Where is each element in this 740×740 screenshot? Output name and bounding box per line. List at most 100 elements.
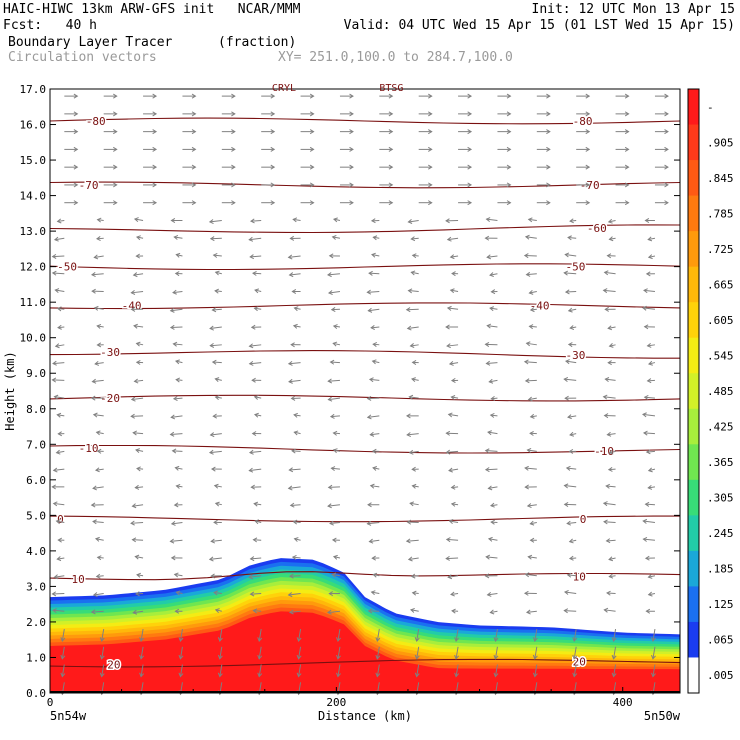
vector-arrow-head bbox=[450, 591, 455, 597]
vector-arrow bbox=[95, 362, 104, 365]
vector-arrow-head bbox=[175, 359, 180, 365]
vector-arrow-head bbox=[52, 608, 57, 614]
vector-arrow-head bbox=[664, 146, 669, 152]
vector-arrow-head bbox=[332, 324, 338, 330]
vector-arrow bbox=[215, 609, 222, 612]
vector-arrow-head bbox=[447, 412, 453, 418]
vector-arrow-head bbox=[172, 341, 178, 347]
vector-arrow-head bbox=[484, 235, 490, 241]
vector-arrow bbox=[488, 538, 498, 541]
vector-arrow-head bbox=[406, 413, 411, 419]
vector-arrow-head bbox=[173, 502, 179, 508]
vector-arrow-head bbox=[257, 637, 263, 643]
vector-arrow bbox=[136, 342, 144, 346]
vector-arrow-head bbox=[73, 111, 79, 117]
vector-arrow-head bbox=[55, 449, 61, 455]
vector-arrow-head bbox=[644, 501, 650, 507]
vector-arrow-head bbox=[231, 164, 236, 170]
vector-arrow-head bbox=[270, 146, 276, 152]
vector-arrow-head bbox=[651, 637, 656, 643]
vector-arrow-head bbox=[248, 343, 254, 349]
vector-arrow bbox=[486, 362, 498, 365]
vector-arrow bbox=[292, 556, 301, 559]
vector-arrow bbox=[524, 361, 537, 364]
vector-arrow-head bbox=[546, 93, 551, 99]
y-tick-label: 2.0 bbox=[26, 616, 46, 629]
vector-arrow-head bbox=[130, 289, 136, 295]
vector-arrow bbox=[606, 485, 616, 488]
vector-arrow bbox=[564, 378, 577, 381]
vector-arrow bbox=[170, 433, 183, 436]
vector-arrow bbox=[294, 307, 301, 310]
vector-arrow-head bbox=[213, 590, 218, 596]
vector-arrow-head bbox=[651, 654, 656, 660]
vector-arrow-head bbox=[51, 484, 57, 490]
forecast-hour: Fcst: 40 h bbox=[3, 18, 97, 33]
vector-arrow bbox=[568, 236, 577, 239]
vector-arrow bbox=[565, 360, 577, 364]
vector-arrow-head bbox=[528, 289, 534, 295]
vector-arrow-head bbox=[411, 483, 417, 489]
vector-arrow-head bbox=[568, 448, 574, 454]
vector-arrow bbox=[446, 538, 459, 541]
vector-arrow-head bbox=[191, 111, 197, 117]
isotherm-label: -80 bbox=[86, 115, 106, 128]
vector-arrow-head bbox=[585, 164, 591, 170]
vector-arrow bbox=[254, 414, 262, 417]
vector-arrow-head bbox=[411, 466, 416, 472]
vector-arrow bbox=[450, 255, 459, 258]
vector-arrow bbox=[179, 646, 183, 659]
vector-arrow-head bbox=[293, 412, 298, 418]
vector-arrow-head bbox=[643, 324, 649, 330]
vector-arrow bbox=[367, 521, 380, 525]
vector-arrow-head bbox=[467, 146, 473, 152]
vector-arrow-head bbox=[428, 129, 433, 135]
vector-arrow-head bbox=[51, 377, 57, 383]
y-tick-label: 3.0 bbox=[26, 580, 46, 593]
isotherm-label: -80 bbox=[573, 115, 593, 128]
vector-arrow-head bbox=[450, 377, 456, 383]
vector-arrow-head bbox=[651, 672, 656, 678]
vector-arrow bbox=[134, 379, 144, 382]
vector-arrow-head bbox=[95, 430, 101, 436]
vector-arrow bbox=[451, 503, 459, 506]
vector-arrow-head bbox=[564, 252, 570, 258]
vector-arrow-head bbox=[293, 430, 299, 436]
vector-arrow bbox=[95, 468, 104, 471]
vector-arrow-head bbox=[411, 253, 417, 259]
isotherm-label: -30 bbox=[100, 346, 120, 359]
vector-arrow-head bbox=[644, 555, 650, 561]
isotherm-label: 10 bbox=[71, 573, 84, 586]
vector-arrow-head bbox=[131, 503, 137, 509]
vector-arrow-head bbox=[133, 323, 138, 329]
vector-arrow bbox=[372, 360, 380, 364]
isotherm-label: -10 bbox=[79, 442, 99, 455]
vector-arrow bbox=[608, 326, 616, 329]
vector-arrow-head bbox=[293, 306, 299, 312]
vector-arrow bbox=[376, 646, 380, 659]
vector-arrow-head bbox=[169, 324, 175, 330]
vector-arrow-head bbox=[602, 288, 608, 294]
vector-arrow-head bbox=[643, 288, 648, 294]
vector-arrow-head bbox=[624, 146, 630, 152]
vector-arrow bbox=[176, 485, 183, 488]
vector-arrow bbox=[564, 591, 577, 595]
vector-arrow-head bbox=[73, 200, 79, 206]
vector-arrow-head bbox=[94, 360, 100, 366]
vector-arrow bbox=[525, 236, 537, 239]
vector-arrow-head bbox=[624, 182, 630, 188]
vector-arrow-head bbox=[467, 164, 473, 170]
vector-arrow-head bbox=[451, 271, 456, 277]
vector-arrow bbox=[250, 219, 262, 222]
vector-arrow bbox=[411, 575, 419, 577]
vector-arrow bbox=[407, 433, 419, 436]
y-tick-label: 6.0 bbox=[26, 474, 46, 487]
vector-arrow-head bbox=[490, 395, 496, 401]
vector-arrow bbox=[289, 468, 301, 471]
vector-arrow-head bbox=[608, 556, 614, 562]
vector-arrow bbox=[132, 504, 144, 507]
colorbar-label: .185 bbox=[707, 563, 734, 576]
vector-arrow-head bbox=[93, 254, 99, 260]
vector-arrow-head bbox=[327, 396, 333, 402]
